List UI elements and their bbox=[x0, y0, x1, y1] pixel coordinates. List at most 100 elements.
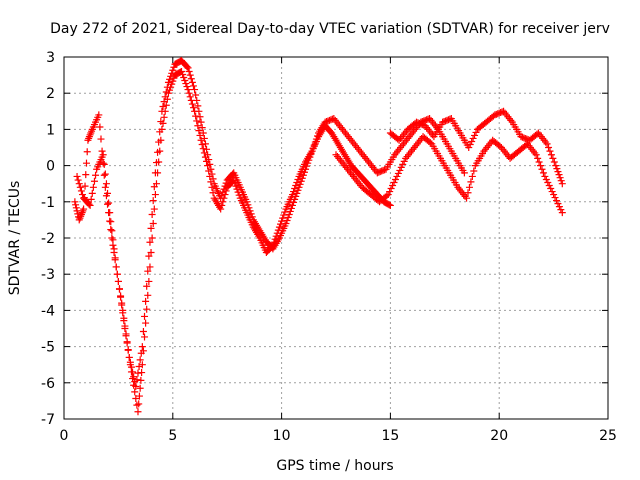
data-point bbox=[167, 72, 175, 80]
data-point bbox=[557, 177, 565, 185]
data-point bbox=[168, 69, 176, 77]
data-point bbox=[85, 200, 93, 208]
data-point bbox=[464, 189, 472, 197]
data-point bbox=[282, 220, 290, 228]
data-point bbox=[298, 174, 306, 182]
data-point bbox=[106, 209, 114, 217]
x-tick-label: 10 bbox=[273, 428, 291, 444]
data-point bbox=[557, 206, 565, 214]
data-point bbox=[550, 191, 558, 199]
data-point bbox=[466, 140, 474, 148]
data-point bbox=[396, 166, 404, 174]
data-point bbox=[95, 111, 103, 119]
data-point bbox=[184, 64, 192, 72]
data-point bbox=[82, 171, 90, 179]
y-tick-label: -6 bbox=[41, 376, 55, 392]
data-point bbox=[532, 151, 540, 159]
data-point bbox=[391, 175, 399, 183]
data-point bbox=[101, 170, 109, 178]
data-point bbox=[100, 160, 108, 168]
data-point bbox=[555, 203, 563, 211]
data-point bbox=[465, 144, 473, 151]
data-point bbox=[160, 113, 168, 121]
data-point bbox=[248, 213, 256, 221]
data-point bbox=[471, 131, 479, 139]
data-point bbox=[135, 392, 143, 400]
data-point bbox=[183, 63, 191, 71]
x-tick-label: 15 bbox=[381, 428, 399, 444]
data-point bbox=[152, 159, 160, 167]
data-point bbox=[558, 209, 566, 217]
data-point bbox=[284, 213, 292, 221]
data-point bbox=[547, 151, 555, 159]
data-point bbox=[556, 174, 564, 182]
data-point bbox=[386, 201, 394, 209]
data-point bbox=[280, 211, 288, 219]
series-track-d bbox=[332, 133, 566, 217]
data-point bbox=[157, 118, 165, 126]
data-point bbox=[102, 180, 110, 188]
data-point bbox=[385, 201, 393, 209]
data-point bbox=[291, 195, 299, 203]
y-tick-label: 1 bbox=[46, 122, 55, 138]
data-point bbox=[135, 363, 143, 371]
data-point bbox=[150, 205, 158, 213]
data-point bbox=[548, 188, 556, 196]
y-tick-label: -3 bbox=[41, 267, 55, 283]
data-point bbox=[554, 168, 562, 176]
data-point bbox=[166, 75, 174, 83]
data-point bbox=[209, 175, 217, 183]
data-point bbox=[189, 104, 197, 112]
data-point bbox=[199, 129, 207, 137]
data-point bbox=[88, 189, 96, 197]
data-point bbox=[400, 157, 408, 165]
data-point bbox=[288, 201, 296, 209]
data-point bbox=[195, 107, 203, 115]
data-point bbox=[138, 369, 146, 377]
data-point bbox=[217, 205, 225, 213]
data-point bbox=[558, 180, 566, 188]
data-point bbox=[83, 148, 91, 156]
data-point bbox=[98, 147, 106, 155]
data-point bbox=[134, 369, 142, 377]
data-point bbox=[554, 200, 562, 208]
data-point bbox=[164, 78, 172, 86]
data-point bbox=[141, 333, 149, 341]
data-point bbox=[472, 128, 480, 136]
data-point bbox=[542, 175, 550, 183]
data-point bbox=[162, 88, 170, 96]
data-point bbox=[179, 70, 187, 78]
data-point bbox=[394, 169, 402, 177]
data-point bbox=[196, 113, 204, 121]
data-point bbox=[194, 122, 202, 130]
data-point bbox=[279, 214, 287, 222]
y-tick-label: -5 bbox=[41, 340, 55, 356]
y-tick-label: -4 bbox=[41, 303, 55, 319]
data-point bbox=[389, 182, 397, 190]
data-point bbox=[143, 282, 151, 290]
data-point bbox=[199, 145, 207, 153]
data-point bbox=[130, 373, 138, 381]
data-point bbox=[235, 191, 243, 199]
data-point bbox=[106, 217, 114, 225]
data-point bbox=[107, 226, 115, 234]
data-point bbox=[156, 128, 164, 136]
data-point bbox=[141, 312, 149, 320]
data-point bbox=[460, 169, 468, 177]
data-point bbox=[142, 319, 150, 327]
data-point bbox=[112, 263, 120, 271]
data-point bbox=[110, 245, 118, 253]
data-point bbox=[397, 163, 405, 171]
data-point bbox=[308, 147, 316, 155]
data-point bbox=[169, 66, 177, 74]
data-point bbox=[109, 236, 117, 244]
data-point bbox=[539, 169, 547, 177]
data-point bbox=[92, 171, 100, 179]
data-point bbox=[159, 102, 167, 110]
data-point bbox=[220, 185, 228, 193]
data-point bbox=[468, 172, 476, 180]
data-point bbox=[194, 102, 202, 110]
data-point bbox=[120, 314, 128, 322]
grid bbox=[64, 57, 608, 419]
